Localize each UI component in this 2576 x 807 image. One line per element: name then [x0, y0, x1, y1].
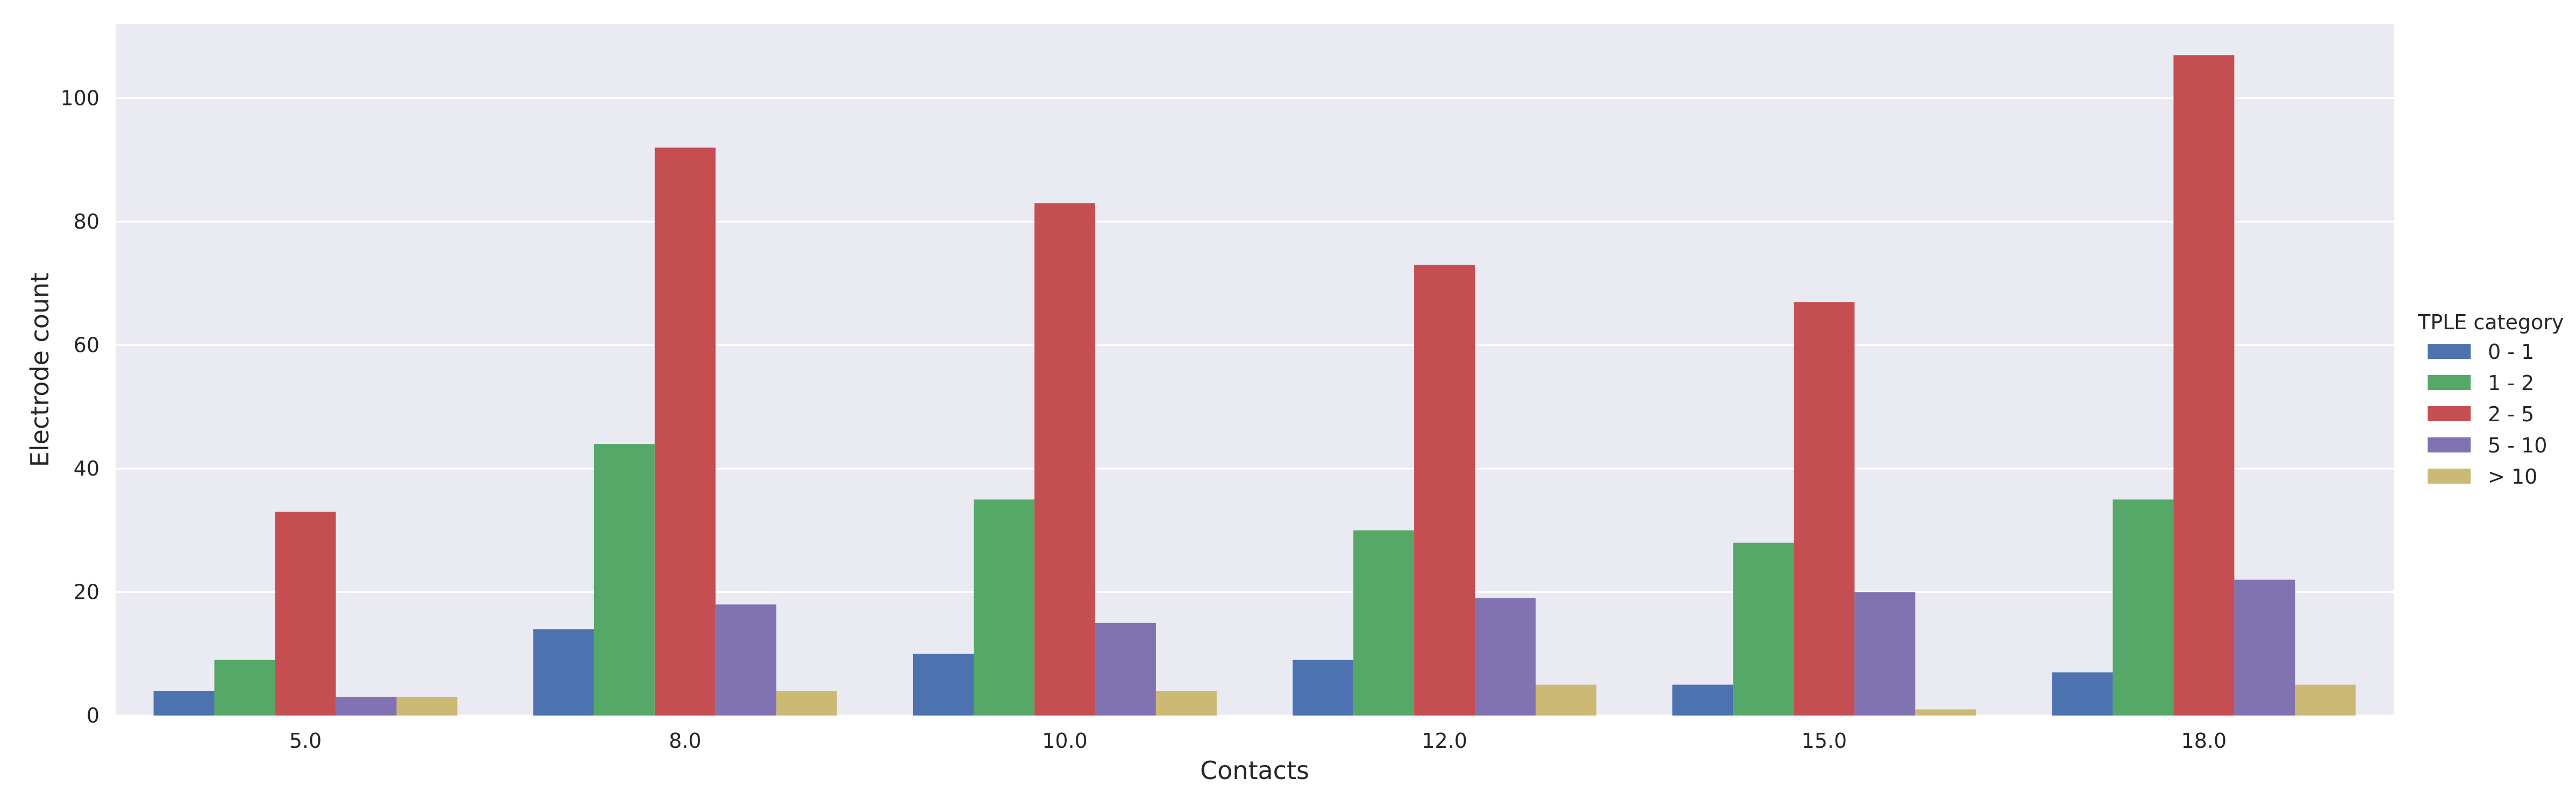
y-tick-label: 0 [87, 704, 99, 727]
bar [2113, 499, 2174, 716]
legend-label: 0 - 1 [2488, 340, 2534, 364]
bar [2052, 672, 2113, 716]
legend-swatch [2428, 375, 2471, 390]
bar [2295, 684, 2356, 716]
bar [2234, 579, 2295, 716]
y-tick-label: 100 [60, 87, 99, 110]
bar [1155, 691, 1217, 716]
bar [654, 147, 716, 716]
legend-swatch [2428, 406, 2471, 421]
bar [1536, 684, 1597, 716]
bar [533, 629, 594, 716]
bar [2173, 55, 2235, 716]
bar [1733, 542, 1794, 716]
bar [1414, 265, 1475, 716]
plot-background [116, 24, 2394, 716]
bar [153, 691, 215, 716]
x-tick-labels: 5.0 8.0 10.0 12.0 15.0 18.0 [289, 729, 2227, 753]
x-tick-label: 8.0 [669, 729, 701, 753]
bar [1794, 302, 1855, 716]
bar [973, 499, 1034, 716]
y-tick-label: 20 [74, 581, 99, 604]
gridlines [116, 97, 2394, 717]
bar [336, 697, 397, 716]
bar [1034, 203, 1095, 716]
y-axis-label: Electrode count [25, 273, 54, 467]
bar [1672, 684, 1733, 716]
bar [1854, 592, 1916, 716]
bar [912, 654, 974, 716]
x-axis-label: Contacts [1200, 756, 1309, 785]
y-tick-label: 80 [74, 210, 99, 233]
y-tick-label: 60 [74, 334, 99, 357]
bar [594, 444, 655, 716]
x-tick-label: 10.0 [1042, 729, 1088, 753]
y-tick-labels: 0 20 40 60 80 100 [60, 87, 99, 727]
bar [1475, 598, 1536, 716]
bar [776, 691, 837, 716]
legend-label: 1 - 2 [2488, 371, 2534, 395]
x-tick-label: 15.0 [1801, 729, 1847, 753]
bar [396, 697, 458, 716]
bar [1095, 622, 1156, 716]
legend-swatch [2428, 469, 2471, 484]
bar [715, 604, 776, 716]
legend: TPLE category 0 - 1 1 - 2 2 - 5 5 - 10 > 10 [2417, 310, 2564, 489]
legend-label: > 10 [2488, 465, 2537, 489]
legend-swatch [2428, 437, 2471, 452]
x-tick-label: 5.0 [289, 729, 322, 753]
legend-label: 2 - 5 [2488, 402, 2534, 426]
legend-label: 5 - 10 [2488, 434, 2547, 457]
x-tick-label: 12.0 [1422, 729, 1467, 753]
bar [1915, 709, 1976, 716]
bar [1353, 530, 1415, 716]
y-tick-label: 40 [74, 457, 99, 480]
legend-swatch [2428, 344, 2471, 359]
bar [275, 512, 336, 716]
legend-title: TPLE category [2417, 310, 2564, 334]
bar [214, 660, 275, 716]
bar [1293, 660, 1354, 716]
bars [153, 55, 2356, 716]
x-tick-label: 18.0 [2181, 729, 2227, 753]
